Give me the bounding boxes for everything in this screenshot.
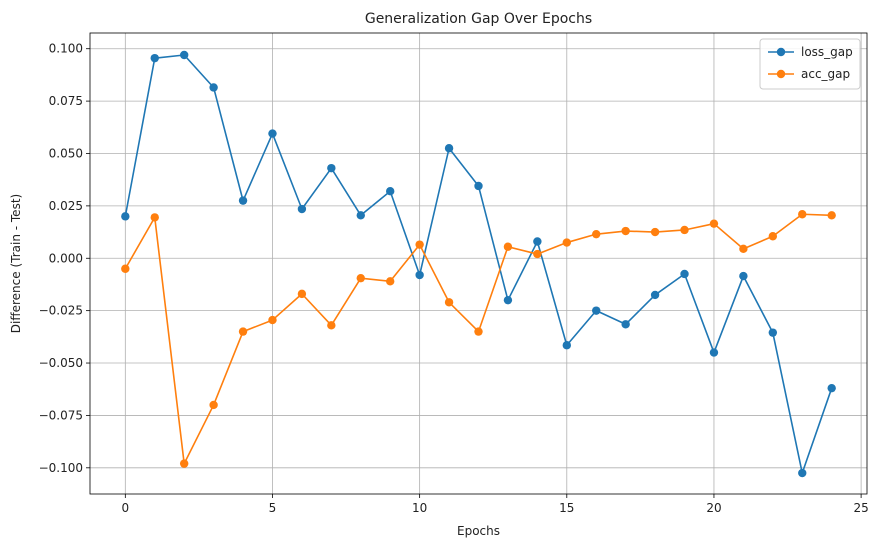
data-point-acc_gap xyxy=(592,229,601,239)
y-tick-label: −0.075 xyxy=(39,408,83,422)
legend: loss_gap acc_gap xyxy=(759,38,861,90)
data-point-loss_gap xyxy=(768,328,778,337)
y-tick-label: 0.050 xyxy=(49,146,83,160)
data-point-loss_gap xyxy=(650,290,660,300)
legend-swatch-marker xyxy=(776,69,786,79)
y-axis-label: Difference (Train - Test) xyxy=(9,194,23,333)
data-point-loss_gap xyxy=(150,53,159,63)
y-tick-label: 0.000 xyxy=(49,251,83,265)
plot-frame xyxy=(89,32,868,495)
data-point-loss_gap xyxy=(621,320,630,329)
data-point-acc_gap xyxy=(798,210,807,219)
data-point-loss_gap xyxy=(356,211,365,220)
y-tick-label: 0.025 xyxy=(49,199,83,213)
x-tick-label: 25 xyxy=(853,501,868,515)
data-point-acc_gap xyxy=(268,315,277,325)
data-point-acc_gap xyxy=(415,240,424,249)
y-tick-label: −0.025 xyxy=(39,304,83,318)
data-point-acc_gap xyxy=(444,298,454,307)
data-point-loss_gap xyxy=(209,83,218,92)
data-point-acc_gap xyxy=(150,213,159,222)
data-point-loss_gap xyxy=(562,341,571,350)
data-point-acc_gap xyxy=(238,327,248,336)
legend-label-loss_gap: loss_gap xyxy=(801,45,853,59)
data-point-acc_gap xyxy=(327,321,336,330)
data-point-acc_gap xyxy=(209,400,218,410)
x-tick-label: 20 xyxy=(706,501,721,515)
data-point-loss_gap xyxy=(444,144,454,153)
data-point-loss_gap xyxy=(680,269,689,279)
x-tick-label: 5 xyxy=(269,501,277,515)
series-layer xyxy=(121,50,836,478)
data-point-loss_gap xyxy=(297,204,307,214)
data-point-loss_gap xyxy=(592,306,601,315)
data-point-loss_gap xyxy=(268,129,277,138)
data-point-acc_gap xyxy=(827,211,836,220)
data-point-acc_gap xyxy=(709,219,719,228)
data-point-acc_gap xyxy=(356,273,365,283)
y-tick-label: 0.100 xyxy=(49,42,83,56)
data-point-acc_gap xyxy=(533,249,542,259)
x-tick-label: 10 xyxy=(412,501,427,515)
data-point-loss_gap xyxy=(827,383,836,393)
data-point-loss_gap xyxy=(739,271,748,281)
x-tick-label: 0 xyxy=(121,501,129,515)
data-point-loss_gap xyxy=(533,237,542,246)
data-point-acc_gap xyxy=(386,277,395,286)
y-tick-label: 0.075 xyxy=(49,94,83,108)
data-point-loss_gap xyxy=(238,196,248,205)
x-axis-label: Epochs xyxy=(457,524,500,538)
data-point-loss_gap xyxy=(386,187,395,196)
data-point-acc_gap xyxy=(650,227,660,237)
data-point-loss_gap xyxy=(798,468,807,478)
legend-label-acc_gap: acc_gap xyxy=(801,67,850,81)
series-acc_gap xyxy=(121,210,836,468)
data-point-acc_gap xyxy=(621,226,630,236)
y-tick-label: −0.050 xyxy=(39,356,83,370)
data-point-acc_gap xyxy=(768,232,778,241)
data-point-acc_gap xyxy=(739,244,748,254)
data-point-acc_gap xyxy=(297,289,307,299)
y-tick-label: −0.100 xyxy=(39,461,83,475)
data-point-acc_gap xyxy=(121,264,130,273)
data-point-loss_gap xyxy=(327,163,336,173)
data-point-acc_gap xyxy=(503,242,513,251)
data-point-loss_gap xyxy=(415,270,424,280)
data-point-acc_gap xyxy=(474,327,483,336)
data-point-loss_gap xyxy=(179,50,189,60)
data-point-loss_gap xyxy=(503,295,513,305)
data-point-acc_gap xyxy=(562,238,571,247)
x-tick-label: 15 xyxy=(559,501,574,515)
data-point-acc_gap xyxy=(179,459,189,468)
chart-title: Generalization Gap Over Epochs xyxy=(365,11,592,27)
data-point-acc_gap xyxy=(680,225,689,235)
grid xyxy=(90,33,867,494)
data-point-loss_gap xyxy=(121,212,130,221)
legend-swatch-marker xyxy=(776,47,786,57)
data-point-loss_gap xyxy=(474,181,483,191)
series-loss_gap xyxy=(121,50,836,478)
data-point-loss_gap xyxy=(709,348,719,357)
ticks: 0 5 10 15 20 25 −0.100 −0.075 −0.050 −0.025 0.000 0… xyxy=(39,42,869,515)
